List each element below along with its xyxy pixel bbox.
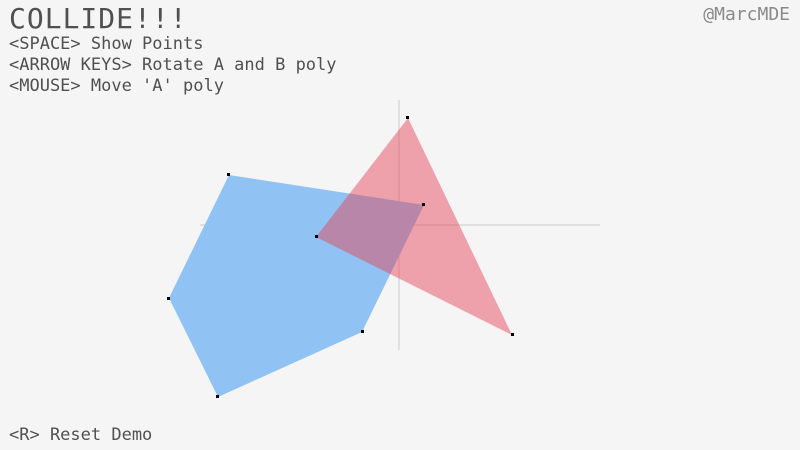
vertex-point <box>511 333 514 336</box>
instruction-mouse: <MOUSE> Move 'A' poly <box>9 76 224 96</box>
vertex-point <box>227 173 230 176</box>
vertex-point <box>315 235 318 238</box>
instruction-arrows: <ARROW KEYS> Rotate A and B poly <box>9 55 337 75</box>
vertex-points <box>167 116 514 398</box>
vertex-point <box>406 116 409 119</box>
author-credit: @MarcMDE <box>703 4 790 25</box>
vertex-point <box>361 330 364 333</box>
poly-b <box>316 118 512 335</box>
instruction-reset: <R> Reset Demo <box>9 425 153 445</box>
vertex-point <box>216 395 219 398</box>
instruction-space: <SPACE> Show Points <box>9 34 204 54</box>
game-title: COLLIDE!!! <box>9 2 188 35</box>
vertex-point <box>167 297 170 300</box>
vertex-point <box>422 203 425 206</box>
poly-a[interactable] <box>169 175 424 397</box>
